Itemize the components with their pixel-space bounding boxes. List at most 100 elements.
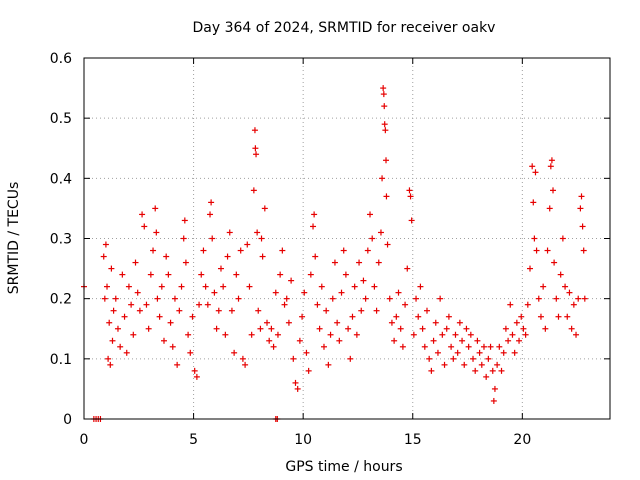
data-point [485, 355, 492, 362]
data-point [417, 283, 424, 290]
data-point [527, 265, 534, 272]
data-point [380, 85, 387, 92]
data-point [498, 367, 505, 374]
data-point [299, 313, 306, 320]
data-point [182, 259, 189, 266]
data-point [437, 295, 444, 302]
data-point [402, 301, 409, 308]
data-point [530, 199, 537, 206]
data-point [316, 325, 323, 332]
data-point [340, 247, 347, 254]
data-point [307, 271, 314, 278]
data-point [566, 289, 573, 296]
data-point [362, 295, 369, 302]
data-point [548, 157, 555, 164]
data-point [150, 247, 157, 254]
data-point [334, 319, 341, 326]
data-point [114, 325, 121, 332]
data-point [542, 325, 549, 332]
y-tick-label: 0.6 [50, 51, 72, 67]
data-point [100, 253, 107, 260]
data-point [231, 349, 238, 356]
y-tick-label: 0.4 [50, 171, 72, 187]
data-point [213, 325, 220, 332]
data-point [568, 325, 575, 332]
data-point [505, 337, 512, 344]
data-point [364, 247, 371, 254]
data-point [415, 313, 422, 320]
data-point [407, 193, 414, 200]
data-point [360, 277, 367, 284]
data-point [254, 229, 261, 236]
data-point [136, 307, 143, 314]
data-point [303, 349, 310, 356]
chart-title: Day 364 of 2024, SRMTID for receiver oak… [193, 20, 496, 36]
data-point [139, 211, 146, 218]
data-point [208, 199, 215, 206]
data-point [472, 367, 479, 374]
data-point [272, 289, 279, 296]
data-point [448, 343, 455, 350]
data-point [459, 337, 466, 344]
data-point [156, 313, 163, 320]
data-point [193, 373, 200, 380]
data-point [251, 127, 258, 134]
data-point [296, 337, 303, 344]
data-point [377, 229, 384, 236]
data-point [259, 253, 266, 260]
data-point [178, 283, 185, 290]
data-point [180, 235, 187, 242]
data-point [518, 313, 525, 320]
data-point [489, 367, 496, 374]
data-point [104, 283, 111, 290]
data-point [253, 151, 260, 158]
data-point [187, 349, 194, 356]
data-point [491, 385, 498, 392]
data-point [250, 187, 257, 194]
data-point [196, 301, 203, 308]
data-point [130, 331, 137, 338]
data-point [511, 349, 518, 356]
data-point [439, 331, 446, 338]
plot-frame [83, 57, 611, 420]
data-point [189, 313, 196, 320]
data-point [264, 319, 271, 326]
data-point [277, 271, 284, 278]
data-point [204, 301, 211, 308]
data-point [537, 313, 544, 320]
data-point [393, 313, 400, 320]
data-point [301, 289, 308, 296]
data-point [358, 307, 365, 314]
data-point [478, 361, 485, 368]
data-point [160, 337, 167, 344]
data-point [233, 271, 240, 278]
data-point [311, 211, 318, 218]
data-point [211, 289, 218, 296]
data-point [540, 283, 547, 290]
data-point [395, 289, 402, 296]
data-point [318, 283, 325, 290]
data-point [507, 301, 514, 308]
data-point [281, 301, 288, 308]
x-tick-label: 0 [80, 432, 89, 448]
data-point [421, 343, 428, 350]
data-point [261, 205, 268, 212]
x-tick-label: 20 [513, 432, 531, 448]
data-point [209, 235, 216, 242]
data-point [483, 373, 490, 380]
data-point [480, 343, 487, 350]
data-point [516, 337, 523, 344]
data-point [198, 271, 205, 278]
data-point [356, 259, 363, 266]
data-point [220, 283, 227, 290]
data-point [399, 343, 406, 350]
data-point [443, 325, 450, 332]
data-point [577, 205, 584, 212]
data-point [380, 91, 387, 98]
data-point [110, 307, 117, 314]
data-point [141, 223, 148, 230]
data-point [290, 355, 297, 362]
data-point [550, 187, 557, 194]
data-point [349, 313, 356, 320]
data-point [381, 121, 388, 128]
